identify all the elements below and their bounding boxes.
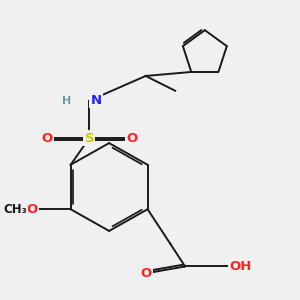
Text: N: N [91, 94, 102, 107]
Text: CH₃: CH₃ [4, 203, 27, 216]
Text: S: S [85, 132, 94, 145]
Text: OH: OH [230, 260, 252, 273]
Text: O: O [26, 203, 38, 216]
Text: O: O [126, 132, 137, 145]
Text: O: O [41, 132, 52, 145]
Text: O: O [140, 267, 151, 280]
Text: H: H [62, 96, 71, 106]
